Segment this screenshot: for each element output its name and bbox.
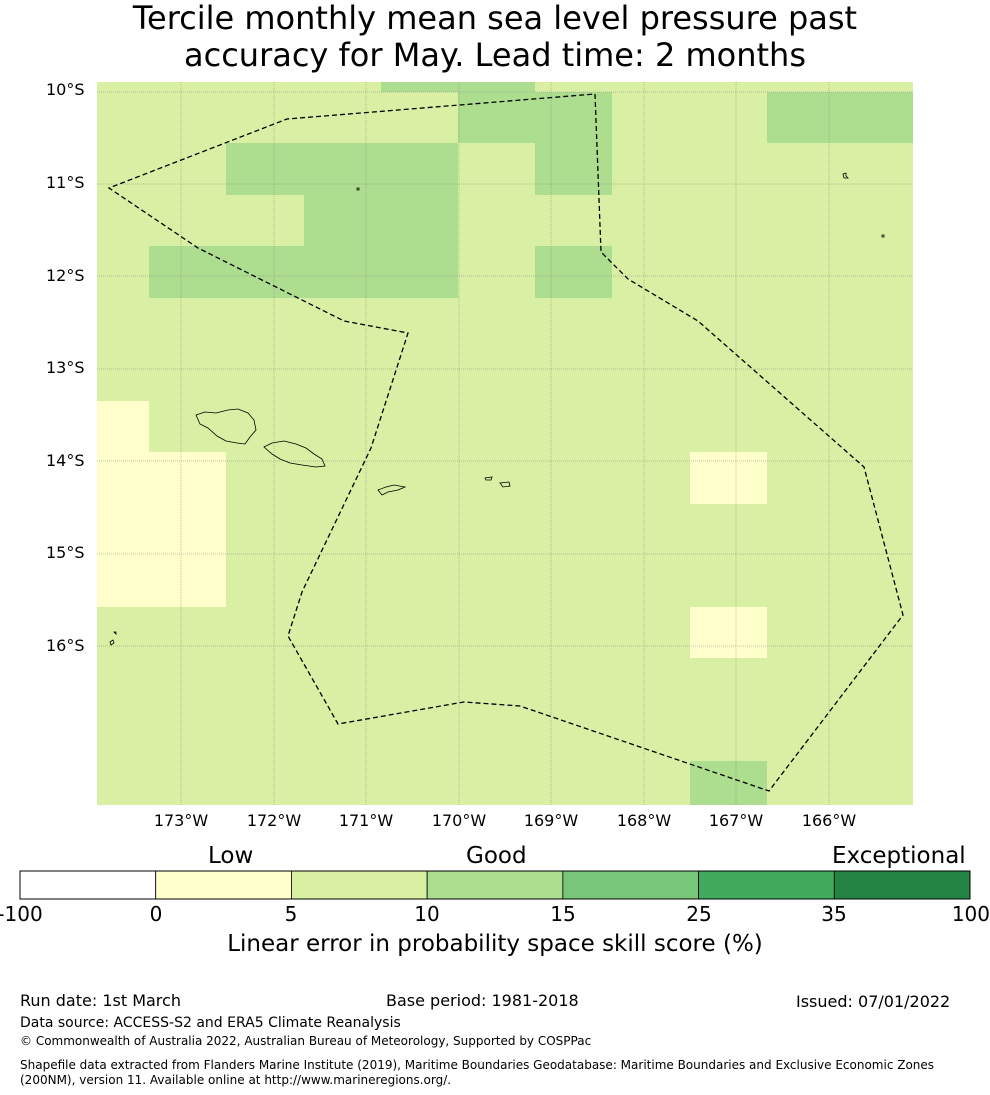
lat-label: 12°S — [46, 266, 85, 285]
grid-cell — [690, 607, 767, 658]
legend-boundary-label: 15 — [550, 902, 576, 926]
title-line-2: accuracy for May. Lead time: 2 months — [183, 36, 806, 74]
island-upolu — [263, 440, 326, 468]
eez-boundary — [107, 93, 904, 792]
island-north — [842, 172, 849, 179]
colorbar-segment — [19, 870, 157, 900]
lat-label: 11°S — [46, 173, 85, 192]
lon-label: 167°W — [708, 811, 764, 830]
lat-label: 14°S — [46, 451, 85, 470]
lat-label: 16°S — [46, 636, 85, 655]
colorbar-segment — [833, 870, 971, 900]
copyright: © Commonwealth of Australia 2022, Austra… — [20, 1034, 592, 1048]
grid-cell — [304, 195, 458, 246]
colorbar-segment — [291, 870, 428, 900]
legend-boundary-label: 10 — [414, 902, 440, 926]
lat-label: 13°S — [46, 358, 85, 377]
grid-cell — [767, 92, 913, 143]
legend-category-low: Low — [208, 843, 254, 869]
lon-label: 173°W — [153, 811, 209, 830]
colorbar-segment — [698, 870, 835, 900]
grid-cell — [690, 452, 767, 504]
lat-label: 15°S — [46, 543, 85, 562]
run-date: Run date: 1st March — [20, 991, 181, 1010]
island-savaii — [195, 408, 257, 445]
lon-label: 170°W — [431, 811, 487, 830]
grid-cell — [149, 246, 458, 298]
grid-cell — [458, 92, 612, 143]
grid-cell — [226, 143, 458, 195]
islands — [109, 172, 885, 646]
lon-label: 166°W — [801, 811, 857, 830]
legend-boundary-label: -100 — [0, 902, 43, 926]
grid-cell — [690, 761, 767, 805]
grid-cell — [97, 401, 149, 453]
lat-label: 10°S — [46, 80, 85, 99]
gridlines — [97, 82, 913, 805]
legend-boundary-label: 0 — [149, 902, 163, 926]
legend-category-good: Good — [466, 843, 527, 869]
chart-title: Tercile monthly mean sea level pressure … — [0, 0, 990, 74]
data-source: Data source: ACCESS-S2 and ERA5 Climate … — [20, 1015, 401, 1031]
good-cells — [149, 82, 913, 805]
island-sw — [109, 631, 117, 646]
island-swains — [356, 187, 360, 191]
title-line-1: Tercile monthly mean sea level pressure … — [132, 0, 858, 37]
legend-boundary-label: 100 — [951, 902, 990, 926]
lon-label: 171°W — [338, 811, 394, 830]
island-tutuila — [377, 484, 407, 496]
legend-boundary-label: 5 — [284, 902, 298, 926]
colorbar-frame — [19, 870, 971, 900]
grid-cell — [535, 246, 612, 298]
issued-date: Issued: 07/01/2022 — [796, 992, 951, 1011]
colorbar — [19, 870, 971, 900]
base-period: Base period: 1981-2018 — [386, 991, 579, 1010]
shapefile-credit: Shapefile data extracted from Flanders M… — [20, 1058, 935, 1087]
legend-category-exceptional: Exceptional — [832, 843, 966, 869]
legend-boundary-label: 25 — [686, 902, 712, 926]
island-ofu — [484, 476, 493, 481]
grid-cell — [535, 143, 612, 195]
lon-label: 168°W — [616, 811, 672, 830]
lon-label: 169°W — [523, 811, 579, 830]
island-rose — [881, 234, 885, 238]
island-tau — [499, 481, 511, 488]
colorbar-segment — [426, 870, 564, 900]
colorbar-segment — [155, 870, 292, 900]
colorbar-segment — [562, 870, 699, 900]
low-cells — [97, 401, 767, 658]
lon-label: 172°W — [246, 811, 302, 830]
colorbar-title: Linear error in probability space skill … — [227, 931, 763, 957]
map-background — [97, 82, 913, 805]
grid-cell — [381, 82, 535, 92]
grid-cell — [97, 452, 226, 607]
legend-boundary-label: 35 — [821, 902, 847, 926]
